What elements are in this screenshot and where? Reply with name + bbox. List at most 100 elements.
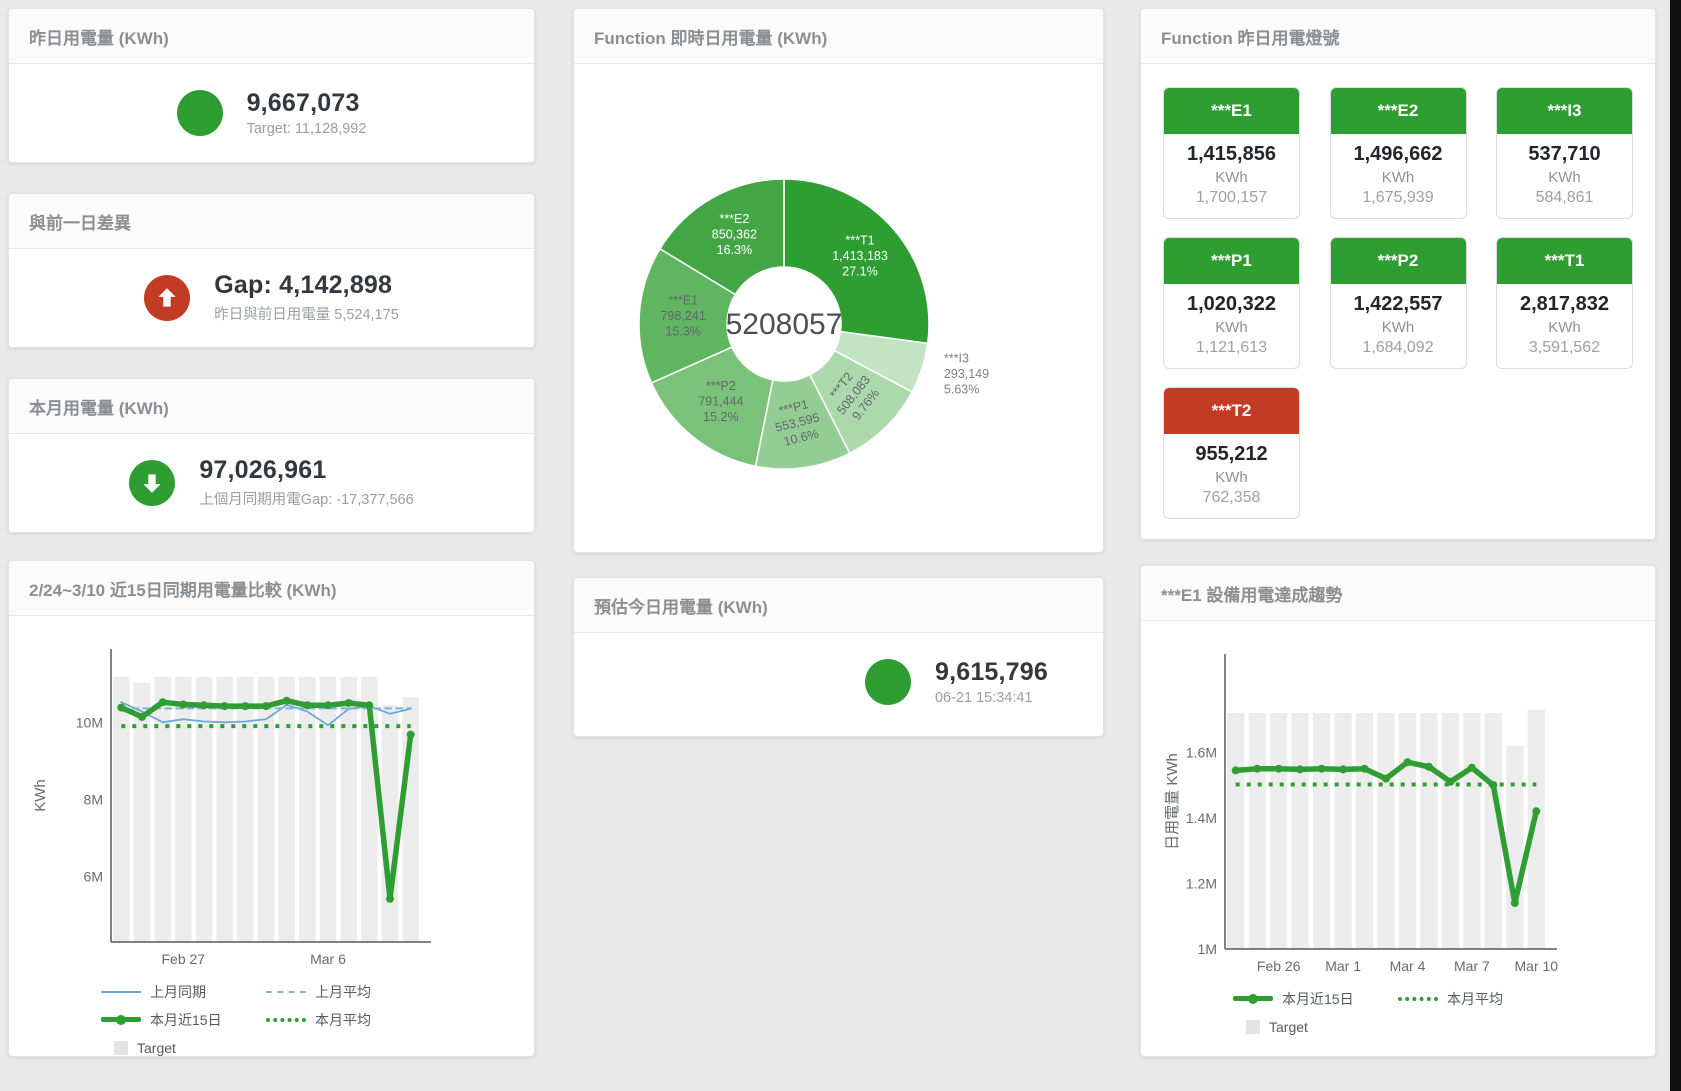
donut-body: ***T1 1,413,183 27.1% ***I3 293,149 5.63% ***T…	[574, 64, 1103, 555]
forecast-timestamp: 06-21 15:34:41	[934, 689, 1033, 706]
tile-value: 1,422,557	[1353, 293, 1443, 315]
svg-text:Mar 7: Mar 7	[1454, 958, 1490, 974]
month-value: 97,026,961	[199, 456, 327, 484]
tile-target: 1,684,092	[1362, 339, 1434, 356]
tile-body: 537,710 KWh 584,861	[1497, 143, 1632, 207]
legend-label: Target	[1269, 1018, 1308, 1035]
tile-target: 1,700,157	[1195, 189, 1268, 206]
device-tile: ***E1 1,415,856 KWh 1,700,157	[1163, 87, 1300, 219]
tile-status-header: ***T2	[1164, 388, 1299, 434]
svg-text:1.4M: 1.4M	[1186, 810, 1217, 826]
legend-label: Target	[137, 1039, 176, 1056]
kpi-forecast: 9,615,796 06-21 15:34:41	[574, 633, 1103, 730]
legend-item: 本月平均	[1398, 988, 1563, 1009]
legend-label: 本月近15日	[1282, 990, 1354, 1007]
day-gap-value: Gap: 4,142,898	[214, 271, 393, 299]
device-tile: ***T2 955,212 KWh 762,358	[1163, 387, 1300, 519]
card-realtime-donut: Function 即時日用電量 (KWh) ***T1 1,413,183 27.1…	[573, 8, 1104, 553]
svg-text:Mar 10: Mar 10	[1515, 958, 1559, 974]
legend-item: 本月近15日	[1233, 988, 1398, 1009]
legend-item: 上月同期	[101, 981, 266, 1002]
svg-text:Mar 6: Mar 6	[310, 951, 346, 967]
legend-item: Target	[101, 1037, 266, 1058]
legend-label: 本月近15日	[150, 1011, 222, 1028]
green-thick-legend-marker-icon	[101, 1014, 141, 1025]
svg-text:KWh: KWh	[32, 779, 49, 812]
tile-unit: KWh	[1215, 319, 1248, 336]
card-title-month: 本月用電量 (KWh)	[9, 379, 534, 434]
blue-line-legend-marker-icon	[101, 990, 141, 993]
legend-label: 本月平均	[315, 1011, 371, 1028]
card-forecast: 預估今日用電量 (KWh) 9,615,796 06-21 15:34:41	[573, 577, 1104, 737]
green-status-circle-icon	[864, 658, 911, 705]
tile-status-header: ***T1	[1497, 238, 1632, 284]
svg-text:1.2M: 1.2M	[1186, 875, 1217, 891]
tile-status-header: ***I3	[1497, 88, 1632, 134]
card-yesterday-usage: 昨日用電量 (KWh) 9,667,073 Target: 11,128,992	[8, 8, 535, 163]
svg-text:10M: 10M	[76, 714, 103, 730]
legend-item: Target	[1233, 1016, 1398, 1037]
svg-text:Mar 4: Mar 4	[1390, 958, 1426, 974]
tile-status-header: ***E1	[1164, 88, 1299, 134]
kpi-yesterday: 9,667,073 Target: 11,128,992	[9, 64, 534, 161]
svg-text:6M: 6M	[84, 869, 103, 885]
gray-square-legend-marker-icon	[1246, 1019, 1260, 1034]
tile-target: 1,121,613	[1195, 339, 1268, 356]
device-tile: ***P2 1,422,557 KWh 1,684,092	[1329, 237, 1467, 369]
svg-text:***P1553,59510.6%: ***P1553,59510.6%	[770, 395, 825, 450]
day-gap-sub: 昨日與前日用電量 5,524,175	[214, 307, 399, 323]
card-compare-chart: 2/24~3/10 近15日同期用電量比較 (KWh) 6M 8M 10M Feb 2…	[8, 560, 535, 1057]
kpi-month: 97,026,961 上個月同期用電Gap: -17,377,566	[9, 434, 534, 531]
kpi-day-gap: Gap: 4,142,898 昨日與前日用電量 5,524,175	[9, 249, 534, 346]
card-title-trend: ***E1 設備用電達成趨勢	[1141, 566, 1655, 621]
card-title-day-gap: 與前一日差異	[9, 194, 534, 249]
up-arrow-icon	[144, 274, 191, 321]
svg-text:8M: 8M	[84, 791, 103, 807]
tile-value: 2,817,832	[1520, 293, 1609, 315]
tile-status-header: ***P1	[1164, 238, 1299, 284]
svg-text:日用電量 KWh: 日用電量 KWh	[1164, 753, 1181, 850]
tile-value: 1,415,856	[1187, 143, 1276, 165]
compare-chart: 6M 8M 10M Feb 27 Mar 6 KWh	[32, 649, 431, 967]
tile-unit: KWh	[1215, 469, 1248, 486]
tile-value: 955,212	[1195, 443, 1268, 465]
legend-item: 本月平均	[266, 1009, 431, 1030]
realtime-usage-donut-chart: ***T1 1,413,183 27.1% ***I3 293,149 5.63% ***T…	[638, 178, 989, 470]
tile-value: 537,710	[1528, 143, 1601, 165]
trend-legend: 本月近15日 本月平均 Target	[1233, 988, 1645, 1037]
device-tile: ***I3 537,710 KWh 584,861	[1496, 87, 1633, 219]
compare-chart-body: 6M 8M 10M Feb 27 Mar 6 KWh 上月同期 上月平均 本月近15日 本月平均…	[9, 616, 534, 1068]
tile-unit: KWh	[1548, 169, 1581, 186]
tile-status-header: ***E2	[1330, 88, 1466, 134]
svg-text:Feb 26: Feb 26	[1257, 958, 1301, 974]
e1-trend-chart: 1M 1.2M 1.4M 1.6M Feb 26 Mar 1 Mar 4 Mar 7 Mar 1…	[1164, 654, 1559, 974]
green-dot-legend-marker-icon	[266, 1017, 306, 1022]
card-title-donut: Function 即時日用電量 (KWh)	[574, 9, 1103, 64]
legend-label: 上月同期	[150, 983, 206, 1000]
left-column: 昨日用電量 (KWh) 9,667,073 Target: 11,128,992…	[8, 8, 535, 1091]
tile-body: 1,422,557 KWh 1,684,092	[1331, 293, 1466, 357]
green-dot-legend-marker-icon	[1398, 996, 1438, 1001]
card-title-yesterday: 昨日用電量 (KWh)	[9, 9, 534, 64]
legend-item: 本月近15日	[101, 1009, 266, 1030]
device-tile: ***T1 2,817,832 KWh 3,591,562	[1496, 237, 1633, 369]
tile-value: 1,020,322	[1187, 293, 1276, 315]
tile-target: 762,358	[1202, 489, 1261, 506]
green-status-circle-icon	[176, 89, 223, 136]
svg-text:1M: 1M	[1198, 941, 1217, 957]
svg-text:5208057: 5208057	[726, 308, 843, 341]
tile-target: 1,675,939	[1362, 189, 1434, 206]
tile-target: 584,861	[1535, 189, 1594, 206]
gray-square-legend-marker-icon	[114, 1040, 128, 1055]
device-tiles-grid: ***E1 1,415,856 KWh 1,700,157 ***E2 1,496,662…	[1141, 64, 1655, 542]
yesterday-target: Target: 11,128,992	[246, 120, 367, 137]
middle-column: Function 即時日用電量 (KWh) ***T1 1,413,183 27.1…	[573, 8, 1104, 1091]
month-gap-sub: 上個月同期用電Gap: -17,377,566	[199, 492, 414, 508]
tile-body: 1,415,856 KWh 1,700,157	[1164, 143, 1299, 207]
green-thick-legend-marker-icon	[1233, 993, 1273, 1004]
